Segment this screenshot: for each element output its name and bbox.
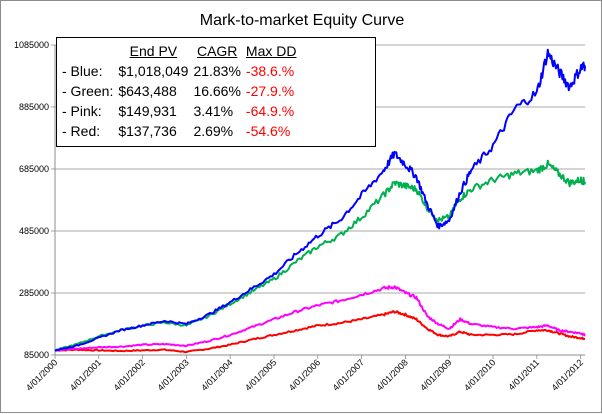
legend-header-name [62,41,118,61]
legend-table: End PV CAGR Max DD - Blue: $1,018,049 21… [62,41,301,141]
x-tick-label: 4/01/2010 [462,357,497,392]
legend-dd: -54.6% [245,123,291,139]
legend-cagr: 3.41% [193,103,234,119]
legend-cagr: 21.83% [193,63,241,79]
series-line-green [54,159,586,352]
y-tick-label: 85000 [24,350,49,360]
y-tick-label: 285000 [19,288,49,298]
legend-dd: -27.9.% [245,83,295,99]
x-tick-label: 4/01/2003 [155,357,190,392]
chart-title: Mark-to-market Equity Curve [200,12,405,29]
x-tick-label: 4/01/2002 [112,357,147,392]
legend-label: - Pink: [62,103,102,119]
legend-dd: -38.6.% [245,63,295,79]
legend-table-box: End PV CAGR Max DD - Blue: $1,018,049 21… [56,37,376,147]
y-tick-labels: 85000 285000 485000 685000 885000 1085000 [14,40,49,360]
x-tick-label: 4/01/2012 [550,357,585,392]
y-tick-label: 485000 [19,226,49,236]
legend-pv: $1,018,049 [118,63,189,79]
series-lines [54,48,586,354]
legend-dd: -64.9.% [245,103,295,119]
legend-label: - Blue: [62,63,103,79]
legend-pv: $137,736 [118,123,177,139]
y-tick-label: 885000 [19,102,49,112]
legend-header-dd: Max DD [245,43,297,59]
x-tick-label: 4/01/2004 [199,357,234,392]
legend-header-pv: End PV [129,43,178,59]
legend-cagr: 2.69% [193,123,234,139]
legend-cagr: 16.66% [193,83,241,99]
legend-pv: $149,931 [118,103,177,119]
axes [51,44,585,359]
x-tick-label: 4/01/2011 [506,357,541,392]
legend-label: - Green: [62,83,114,99]
legend-row-green: - Green: $643,488 16.66% -27.9.% [62,81,301,101]
x-tick-label: 4/01/2005 [243,357,278,392]
x-tick-label: 4/01/2008 [374,357,409,392]
x-tick-label: 4/01/2007 [331,357,366,392]
x-tick-labels: 4/01/2000 4/01/2001 4/01/2002 4/01/2003 4/01… [24,357,585,392]
x-tick-label: 4/01/2009 [418,357,453,392]
series-line-pink [54,285,586,352]
legend-row-pink: - Pink: $149,931 3.41% -64.9.% [62,101,301,121]
y-tick-label: 685000 [19,164,49,174]
legend-label: - Red: [62,123,101,139]
y-tick-label: 1085000 [14,40,49,50]
legend-row-blue: - Blue: $1,018,049 21.83% -38.6.% [62,61,301,81]
series-line-blue [54,48,586,352]
legend-header-cagr: CAGR [196,43,238,59]
legend-pv: $643,488 [118,83,177,99]
x-tick-label: 4/01/2006 [287,357,322,392]
series-line-red [54,310,586,354]
x-tick-label: 4/01/2000 [24,357,59,392]
x-tick-label: 4/01/2001 [68,357,103,392]
legend-row-red: - Red: $137,736 2.69% -54.6% [62,121,301,141]
legend-header-row: End PV CAGR Max DD [62,41,301,61]
